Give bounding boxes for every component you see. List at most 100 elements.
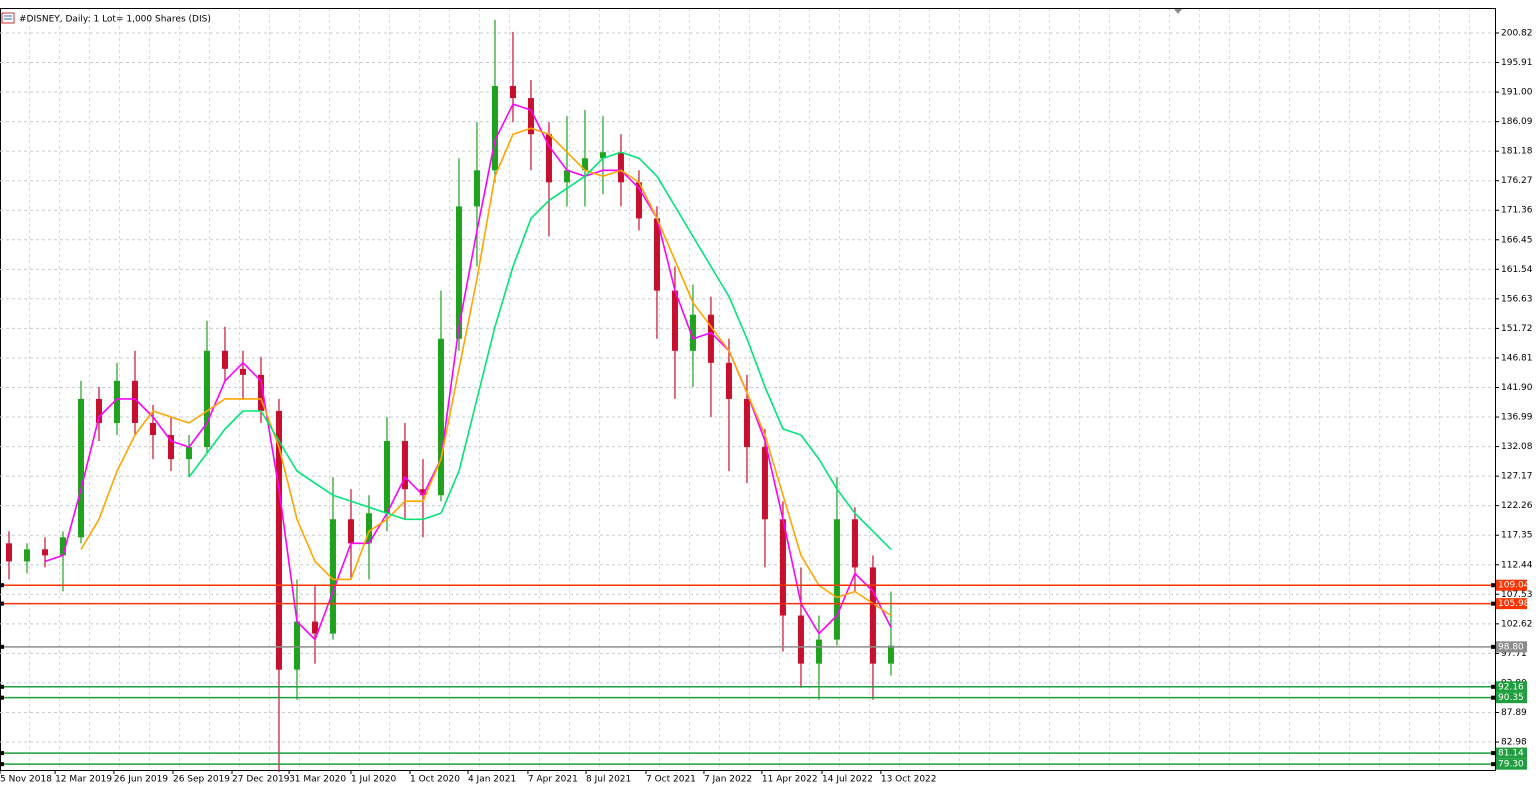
- candle-body: [563, 170, 570, 183]
- level-handle: [1491, 762, 1495, 767]
- candle-body: [59, 537, 66, 556]
- level-handle: [1491, 684, 1495, 689]
- y-tick-label: 186.09: [1501, 117, 1533, 127]
- candle-body: [779, 519, 786, 616]
- candle-body: [221, 350, 228, 369]
- x-tick-label: 11 Apr 2022: [762, 775, 818, 785]
- candle-body: [437, 338, 444, 496]
- level-label: 98.80: [1498, 642, 1524, 652]
- level-label: 92.16: [1498, 682, 1524, 692]
- x-tick-label: 12 Mar 2019: [55, 775, 112, 785]
- candle-body: [113, 380, 120, 423]
- candle-body: [311, 621, 318, 634]
- y-tick-label: 181.18: [1501, 147, 1533, 157]
- candle-body: [725, 362, 732, 399]
- level-label-box: [1496, 641, 1527, 653]
- y-tick-label: 97.71: [1501, 649, 1527, 659]
- y-tick-label: 107.53: [1501, 590, 1533, 600]
- y-tick-label: 141.90: [1501, 383, 1533, 393]
- candle-body: [743, 398, 750, 448]
- x-tick-label: 5 Nov 2018: [0, 775, 52, 785]
- shift-marker: [1174, 9, 1182, 14]
- level-label: 79.30: [1498, 760, 1524, 770]
- candle-body: [419, 489, 426, 496]
- level-handle: [1491, 601, 1495, 606]
- y-tick-label: 156.63: [1501, 294, 1533, 304]
- candle-body: [635, 182, 642, 219]
- candle-body: [653, 218, 660, 291]
- y-tick-label: 161.54: [1501, 265, 1533, 275]
- candle-body: [545, 134, 552, 183]
- x-tick-label: 26 Sep 2019: [173, 775, 230, 785]
- candle-body: [77, 398, 84, 538]
- level-handle: [0, 601, 4, 606]
- x-tick-label: 31 Mar 2020: [289, 775, 346, 785]
- y-tick-label: 176.27: [1501, 176, 1533, 186]
- candle-body: [527, 98, 534, 135]
- candle-body: [41, 549, 48, 556]
- x-tick-label: 4 Jan 2021: [468, 775, 516, 785]
- candle-body: [797, 615, 804, 664]
- candle-body: [5, 543, 12, 562]
- level-handle: [1491, 583, 1495, 588]
- candle-body: [887, 645, 894, 664]
- level-label-box: [1496, 747, 1527, 759]
- candle-body: [185, 447, 192, 460]
- y-tick-label: 191.00: [1501, 88, 1533, 98]
- candle-body: [347, 519, 354, 544]
- y-tick-label: 200.82: [1501, 28, 1533, 38]
- y-tick-label: 195.91: [1501, 58, 1533, 68]
- level-label: 90.35: [1498, 693, 1524, 703]
- candle-body: [329, 519, 336, 634]
- moving-average: [44, 103, 892, 641]
- level-label: 81.14: [1498, 749, 1524, 759]
- level-handle: [0, 644, 4, 649]
- candle-body: [869, 567, 876, 664]
- level-label-box: [1496, 692, 1527, 704]
- level-label-box: [1496, 579, 1527, 591]
- x-tick-label: 1 Oct 2020: [410, 775, 460, 785]
- candle-body: [707, 314, 714, 363]
- x-tick-label: 8 Jul 2021: [586, 775, 631, 785]
- candle-body: [203, 350, 210, 448]
- level-handle: [1491, 751, 1495, 756]
- level-handle: [0, 583, 4, 588]
- candle-body: [599, 152, 606, 159]
- level-label-box: [1496, 598, 1527, 610]
- candle-body: [257, 374, 264, 411]
- candle-body: [509, 86, 516, 99]
- candle-body: [491, 86, 498, 171]
- candle-body: [149, 422, 156, 436]
- y-tick-label: 87.89: [1501, 708, 1527, 718]
- y-tick-label: 151.72: [1501, 324, 1533, 334]
- level-handle: [0, 751, 4, 756]
- level-handle: [0, 762, 4, 767]
- candle-body: [167, 435, 174, 460]
- candle-body: [761, 447, 768, 520]
- y-tick-label: 117.35: [1501, 531, 1533, 541]
- y-tick-label: 132.08: [1501, 442, 1533, 452]
- level-label: 109.04: [1498, 581, 1530, 591]
- candle-body: [365, 513, 372, 544]
- chart-title: #DISNEY, Daily: 1 Lot= 1,000 Shares (DIS…: [19, 15, 211, 25]
- y-tick-label: 82.98: [1501, 738, 1527, 748]
- x-tick-label: 7 Apr 2021: [528, 775, 578, 785]
- candle-body: [401, 441, 408, 490]
- x-tick-label: 7 Jan 2022: [704, 775, 752, 785]
- moving-average: [80, 127, 892, 617]
- candle-body: [671, 290, 678, 351]
- y-tick-label: 166.45: [1501, 235, 1533, 245]
- chart-icon: [1, 12, 15, 24]
- level-handle: [0, 695, 4, 700]
- level-handle: [1491, 695, 1495, 700]
- y-tick-label: 122.26: [1501, 501, 1533, 511]
- level-handle: [0, 684, 4, 689]
- candle-body: [455, 206, 462, 339]
- candle-body: [617, 152, 624, 183]
- level-handle: [1491, 644, 1495, 649]
- candle-body: [689, 314, 696, 351]
- moving-average: [188, 151, 892, 550]
- x-tick-label: 7 Oct 2021: [646, 775, 696, 785]
